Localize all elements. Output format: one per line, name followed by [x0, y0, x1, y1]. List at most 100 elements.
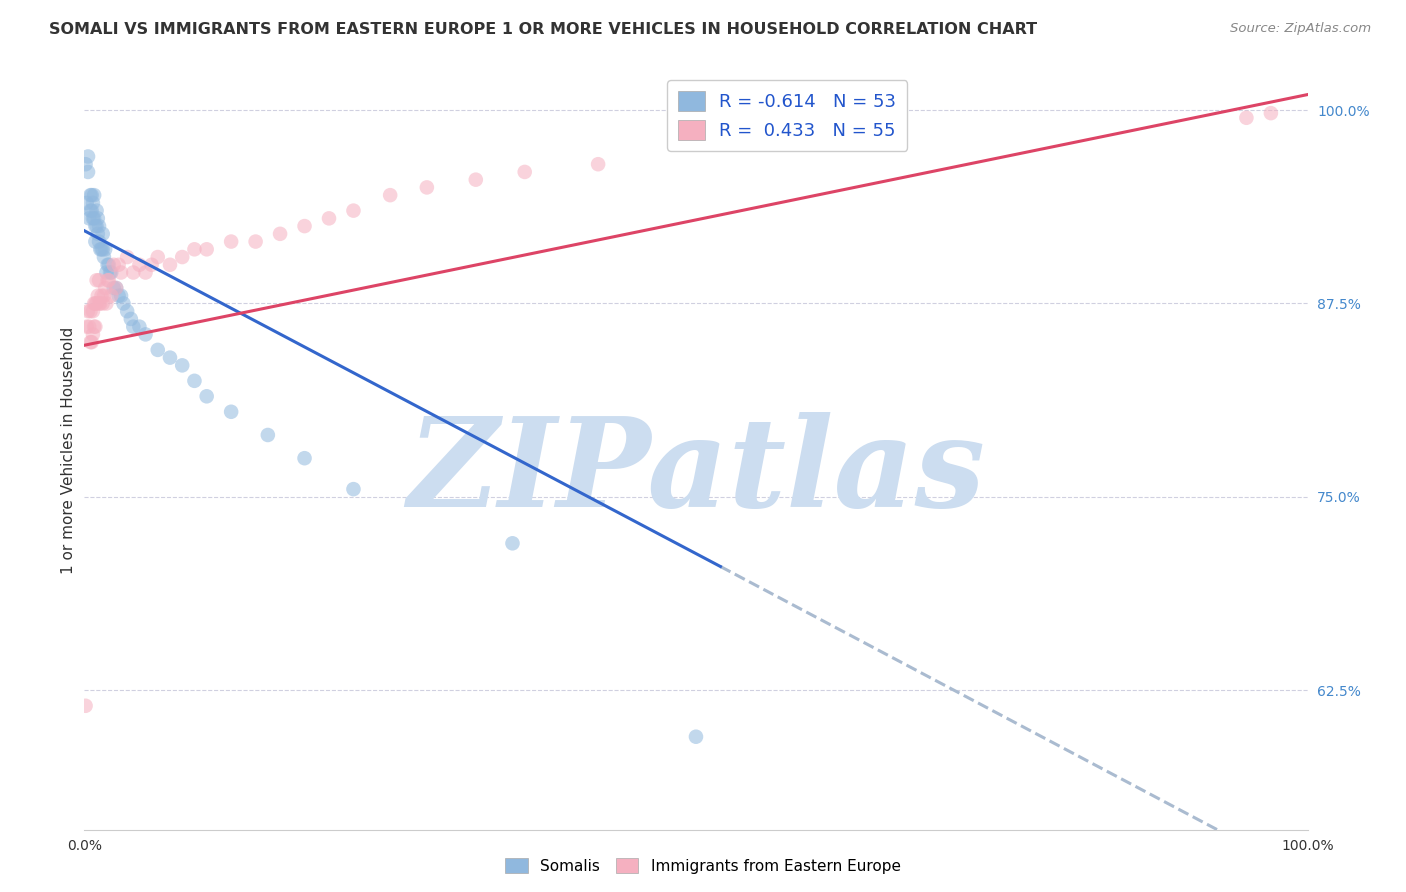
Point [84, 235, 107, 249]
Point [90, 289, 112, 303]
Point [1260, 106, 1282, 120]
Y-axis label: 1 or more Vehicles in Household: 1 or more Vehicles in Household [60, 326, 76, 574]
Point [86, 296, 108, 310]
Point [100, 289, 122, 303]
Point [86, 219, 108, 233]
Text: SOMALI VS IMMIGRANTS FROM EASTERN EUROPE 1 OR MORE VEHICLES IN HOUSEHOLD CORRELA: SOMALI VS IMMIGRANTS FROM EASTERN EUROPE… [49, 22, 1038, 37]
Point [159, 351, 181, 365]
Point [513, 165, 536, 179]
Point [257, 428, 280, 442]
Point [141, 258, 163, 272]
Point [86, 203, 108, 218]
Point [128, 258, 150, 272]
Point [87, 219, 110, 233]
Point [91, 296, 114, 310]
Point [115, 304, 138, 318]
Point [103, 258, 125, 272]
Point [89, 242, 111, 256]
Point [77, 165, 100, 179]
Point [77, 319, 100, 334]
Point [86, 273, 108, 287]
Point [1236, 111, 1258, 125]
Point [195, 389, 218, 403]
Point [112, 296, 135, 310]
Point [82, 195, 104, 210]
Point [94, 281, 117, 295]
Point [77, 304, 100, 318]
Text: Source: ZipAtlas.com: Source: ZipAtlas.com [1230, 22, 1371, 36]
Point [128, 319, 150, 334]
Point [76, 195, 98, 210]
Point [91, 242, 114, 256]
Point [79, 335, 101, 350]
Point [80, 188, 103, 202]
Point [82, 304, 104, 318]
Point [97, 273, 120, 287]
Point [172, 359, 194, 373]
Point [159, 258, 181, 272]
Point [79, 304, 101, 318]
Point [502, 536, 524, 550]
Point [96, 266, 118, 280]
Point [183, 242, 205, 256]
Point [146, 250, 169, 264]
Point [96, 296, 118, 310]
Point [122, 319, 145, 334]
Point [79, 203, 101, 218]
Point [294, 451, 316, 466]
Point [83, 211, 105, 226]
Point [87, 296, 110, 310]
Point [79, 188, 101, 202]
Point [87, 235, 110, 249]
Point [110, 289, 132, 303]
Point [245, 235, 267, 249]
Point [146, 343, 169, 357]
Point [83, 319, 105, 334]
Point [87, 211, 110, 226]
Point [172, 250, 194, 264]
Legend: R = -0.614   N = 53, R =  0.433   N = 55: R = -0.614 N = 53, R = 0.433 N = 55 [666, 80, 907, 151]
Legend: Somalis, Immigrants from Eastern Europe: Somalis, Immigrants from Eastern Europe [499, 852, 907, 880]
Point [97, 273, 120, 287]
Point [84, 296, 107, 310]
Text: ZIPatlas: ZIPatlas [406, 412, 986, 534]
Point [75, 157, 97, 171]
Point [807, 134, 830, 148]
Point [195, 242, 218, 256]
Point [91, 227, 114, 241]
Point [294, 219, 316, 233]
Point [135, 266, 157, 280]
Point [100, 266, 122, 280]
Point [103, 281, 125, 295]
Point [120, 312, 142, 326]
Point [76, 319, 98, 334]
Point [84, 319, 107, 334]
Point [183, 374, 205, 388]
Point [84, 219, 107, 233]
Point [105, 281, 128, 295]
Point [685, 730, 707, 744]
Point [87, 289, 110, 303]
Point [416, 180, 439, 194]
Point [318, 211, 340, 226]
Point [107, 289, 129, 303]
Point [115, 250, 138, 264]
Point [83, 296, 105, 310]
Point [105, 281, 128, 295]
Point [97, 258, 120, 272]
Point [342, 482, 364, 496]
Point [342, 203, 364, 218]
Point [90, 242, 112, 256]
Point [77, 211, 100, 226]
Point [77, 149, 100, 163]
Point [93, 250, 115, 264]
Point [89, 296, 111, 310]
Point [87, 227, 110, 241]
Point [110, 266, 132, 280]
Point [82, 327, 104, 342]
Point [219, 405, 242, 419]
Point [93, 289, 115, 303]
Point [122, 266, 145, 280]
Point [94, 242, 117, 256]
Point [83, 188, 105, 202]
